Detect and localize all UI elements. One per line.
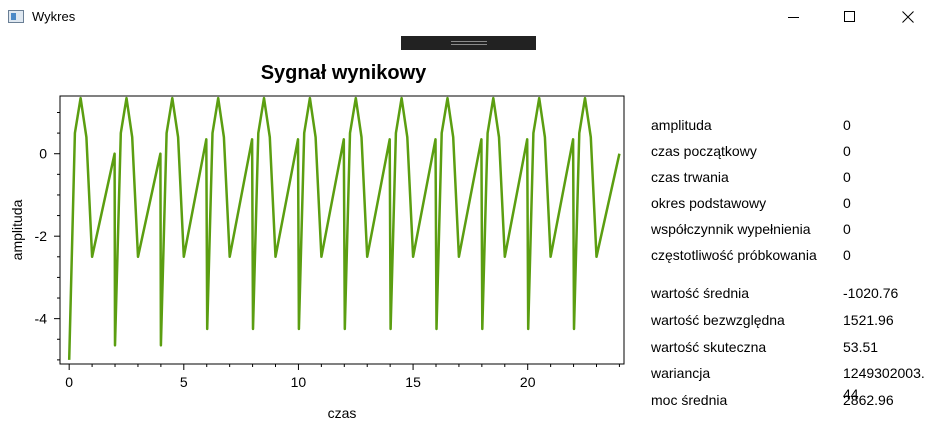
result-value: 1521.96 xyxy=(843,312,894,328)
result-label: moc średnia xyxy=(651,392,728,408)
app-icon xyxy=(8,10,24,23)
y-tick-label: -4 xyxy=(35,311,48,327)
param-label: częstotliwość próbkowania xyxy=(651,247,817,263)
title-bar[interactable]: Wykres xyxy=(0,0,938,34)
minimize-icon xyxy=(788,17,799,18)
param-label: czas początkowy xyxy=(651,143,757,159)
x-tick-label: 10 xyxy=(291,374,307,390)
x-tick-label: 15 xyxy=(405,374,421,390)
param-label: współczynnik wypełnienia xyxy=(651,221,811,237)
param-value: 0 xyxy=(843,143,851,159)
close-icon xyxy=(902,11,914,23)
result-value: 2862.96 xyxy=(843,392,894,408)
close-button[interactable] xyxy=(884,0,930,34)
panel-splitter-handle[interactable] xyxy=(401,36,536,50)
x-tick-label: 20 xyxy=(520,374,536,390)
maximize-icon xyxy=(844,11,855,22)
x-tick-label: 0 xyxy=(65,374,73,390)
grip-line xyxy=(451,44,487,45)
x-tick-label: 5 xyxy=(180,374,188,390)
y-tick-label: -2 xyxy=(35,228,48,244)
x-axis-label: czas xyxy=(328,405,357,421)
plot-area xyxy=(59,95,625,365)
param-value: 0 xyxy=(843,221,851,237)
result-label: wartość skuteczna xyxy=(651,339,767,355)
param-value: 0 xyxy=(843,169,851,185)
result-value: 1249302003.44 xyxy=(843,365,925,402)
result-value: -1020.76 xyxy=(843,285,899,301)
param-label: czas trwania xyxy=(651,169,729,185)
result-label: wartość bezwzględna xyxy=(651,312,785,328)
param-value: 0 xyxy=(843,195,851,211)
param-label: amplituda xyxy=(651,117,712,133)
grip-line xyxy=(451,41,487,42)
result-label: wariancja xyxy=(651,365,711,381)
window-title: Wykres xyxy=(32,9,76,24)
y-axis-label: amplituda xyxy=(9,199,25,260)
param-value: 0 xyxy=(843,247,851,263)
y-tick-label: 0 xyxy=(39,146,47,162)
result-label: wartość średnia xyxy=(651,285,750,301)
param-label: okres podstawowy xyxy=(651,195,767,211)
result-value: 53.51 xyxy=(843,339,879,355)
minimize-button[interactable] xyxy=(770,0,816,34)
param-value: 0 xyxy=(843,117,851,133)
chart-title: Sygnał wynikowy xyxy=(260,62,427,84)
maximize-button[interactable] xyxy=(826,0,872,34)
series-line xyxy=(67,96,621,360)
